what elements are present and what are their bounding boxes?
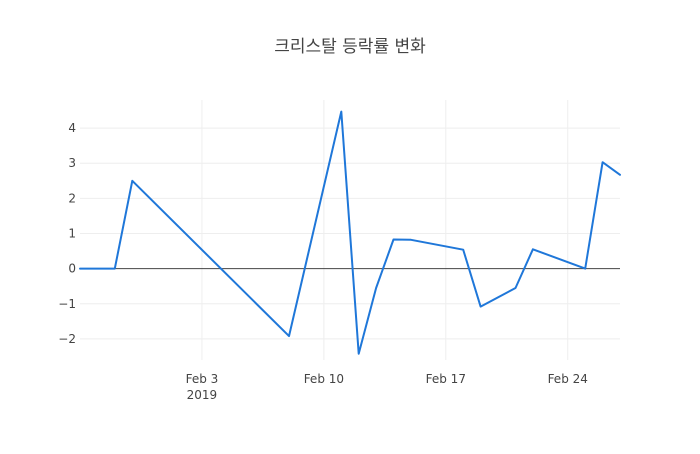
x-tick-label: Feb 3 [186,372,219,386]
data-point [619,174,621,176]
y-tick-label: −2 [58,332,76,346]
y-tick-label: 3 [68,156,76,170]
data-point [114,268,116,270]
data-point [375,287,377,289]
data-point [480,306,482,308]
data-point [340,111,342,113]
data-point [532,248,534,250]
y-tick-label: 4 [68,121,76,135]
data-point [358,353,360,355]
x-tick-label: Feb 17 [426,372,466,386]
data-point [462,249,464,251]
y-tick-labels: 4 3 2 1 0 −1 −2 [58,121,76,346]
series-line [79,110,621,355]
chart-title: 크리스탈 등락률 변화 [274,37,426,57]
data-point [584,268,586,270]
grid-layer [80,100,620,360]
data-point [131,180,133,182]
data-point [288,335,290,337]
x-tick-label: Feb 10 [304,372,344,386]
y-tick-label: 2 [68,191,76,205]
x-tick-labels: Feb 3 2019 Feb 10 Feb 17 Feb 24 [186,372,588,402]
data-point [393,238,395,240]
y-tick-label: 1 [68,227,76,241]
y-tick-label: −1 [58,297,76,311]
y-tick-label: 0 [68,262,76,276]
data-point [79,268,81,270]
x-tick-sublabel: 2019 [187,388,218,402]
series-layer [79,110,621,355]
data-point [602,161,604,163]
data-point [410,239,412,241]
data-point [514,287,516,289]
x-tick-label: Feb 24 [548,372,588,386]
